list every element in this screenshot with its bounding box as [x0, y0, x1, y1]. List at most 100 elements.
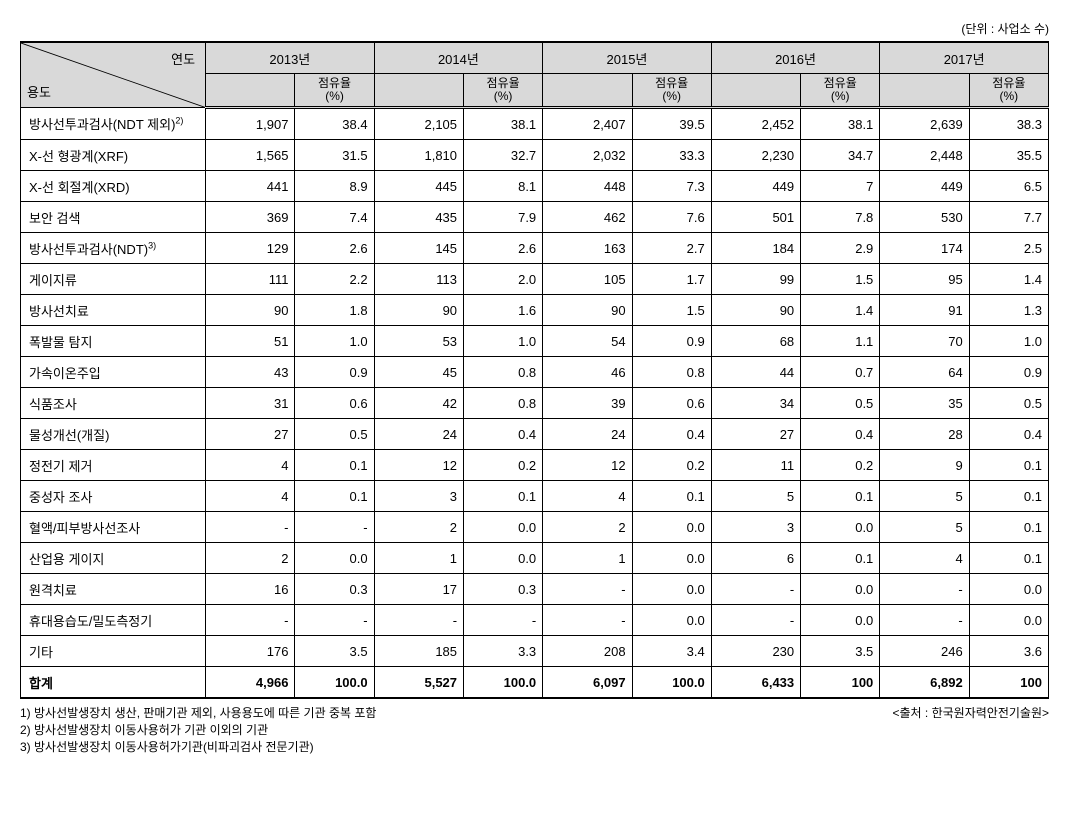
cell-percent: 0.6 — [632, 388, 711, 419]
cell-value: 34 — [711, 388, 800, 419]
cell-value: 369 — [206, 202, 295, 233]
row-label: 중성자 조사 — [21, 481, 206, 512]
cell-percent: 0.4 — [969, 419, 1048, 450]
cell-percent: 0.0 — [464, 512, 543, 543]
cell-percent: 0.7 — [801, 357, 880, 388]
cell-percent: 0.4 — [801, 419, 880, 450]
row-label: 물성개선(개질) — [21, 419, 206, 450]
cell-value: 2,448 — [880, 140, 969, 171]
row-label: X-선 형광계(XRF) — [21, 140, 206, 171]
cell-percent: 6.5 — [969, 171, 1048, 202]
cell-value: 70 — [880, 326, 969, 357]
cell-value: 5 — [880, 512, 969, 543]
cell-percent: 2.6 — [464, 233, 543, 264]
cell-value: 208 — [543, 636, 632, 667]
value-subheader — [880, 74, 969, 108]
cell-value: 2,105 — [374, 108, 463, 140]
cell-percent: 8.1 — [464, 171, 543, 202]
cell-value: 2,230 — [711, 140, 800, 171]
cell-value: 2 — [206, 543, 295, 574]
year-header-2013: 2013년 — [206, 42, 375, 74]
cell-percent: 0.0 — [464, 543, 543, 574]
cell-value: 1,565 — [206, 140, 295, 171]
cell-percent: 0.4 — [632, 419, 711, 450]
total-value: 5,527 — [374, 667, 463, 699]
table-row: 기타1763.51853.32083.42303.52463.6 — [21, 636, 1049, 667]
cell-value: 441 — [206, 171, 295, 202]
value-subheader — [206, 74, 295, 108]
total-percent: 100.0 — [464, 667, 543, 699]
cell-percent: 7.9 — [464, 202, 543, 233]
cell-percent: 38.4 — [295, 108, 374, 140]
cell-value: 246 — [880, 636, 969, 667]
cell-value: 2,407 — [543, 108, 632, 140]
total-value: 6,097 — [543, 667, 632, 699]
cell-value: 42 — [374, 388, 463, 419]
cell-value: 1,810 — [374, 140, 463, 171]
cell-percent: 8.9 — [295, 171, 374, 202]
cell-value: 163 — [543, 233, 632, 264]
cell-percent: 1.1 — [801, 326, 880, 357]
year-axis-label: 연도 — [171, 49, 195, 68]
row-label: 혈액/피부방사선조사 — [21, 512, 206, 543]
table-row: X-선 형광계(XRF)1,56531.51,81032.72,03233.32… — [21, 140, 1049, 171]
cell-value: 12 — [543, 450, 632, 481]
cell-percent: 0.0 — [632, 543, 711, 574]
data-table: 연도 용도 2013년 2014년 2015년 2016년 2017년 점유율 … — [20, 41, 1049, 699]
cell-percent: 0.8 — [464, 388, 543, 419]
cell-value: 501 — [711, 202, 800, 233]
cell-percent: 35.5 — [969, 140, 1048, 171]
cell-percent: - — [464, 605, 543, 636]
cell-percent: 0.0 — [295, 543, 374, 574]
cell-value: - — [543, 605, 632, 636]
cell-value: 45 — [374, 357, 463, 388]
total-percent: 100 — [801, 667, 880, 699]
unit-label: (단위 : 사업소 수) — [20, 20, 1049, 37]
cell-value: 174 — [880, 233, 969, 264]
cell-value: 54 — [543, 326, 632, 357]
cell-percent: 1.4 — [801, 295, 880, 326]
cell-value: 39 — [543, 388, 632, 419]
cell-percent: 2.7 — [632, 233, 711, 264]
cell-percent: - — [295, 512, 374, 543]
cell-percent: 1.5 — [632, 295, 711, 326]
cell-percent: 1.6 — [464, 295, 543, 326]
row-label: 휴대용습도/밀도측정기 — [21, 605, 206, 636]
cell-value: 24 — [543, 419, 632, 450]
table-row: 게이지류1112.21132.01051.7991.5951.4 — [21, 264, 1049, 295]
cell-value: 90 — [374, 295, 463, 326]
cell-value: 462 — [543, 202, 632, 233]
row-label: 방사선투과검사(NDT 제외)2) — [21, 108, 206, 140]
cell-percent: 2.2 — [295, 264, 374, 295]
value-subheader — [543, 74, 632, 108]
cell-percent: 0.6 — [295, 388, 374, 419]
cell-value: 1 — [374, 543, 463, 574]
cell-value: 90 — [543, 295, 632, 326]
cell-percent: 0.1 — [801, 543, 880, 574]
cell-percent: 38.1 — [801, 108, 880, 140]
cell-percent: 0.9 — [632, 326, 711, 357]
cell-value: 12 — [374, 450, 463, 481]
cell-value: 5 — [711, 481, 800, 512]
cell-percent: 0.1 — [969, 512, 1048, 543]
cell-value: 185 — [374, 636, 463, 667]
cell-percent: 1.7 — [632, 264, 711, 295]
cell-percent: 2.5 — [969, 233, 1048, 264]
cell-percent: 1.0 — [464, 326, 543, 357]
cell-percent: 0.8 — [632, 357, 711, 388]
cell-percent: 0.1 — [969, 543, 1048, 574]
cell-value: 449 — [880, 171, 969, 202]
cell-percent: 0.1 — [969, 481, 1048, 512]
cell-value: 2,452 — [711, 108, 800, 140]
cell-percent: 39.5 — [632, 108, 711, 140]
cell-value: 230 — [711, 636, 800, 667]
cell-value: 2,032 — [543, 140, 632, 171]
cell-percent: 7.7 — [969, 202, 1048, 233]
total-value: 6,433 — [711, 667, 800, 699]
cell-value: 5 — [880, 481, 969, 512]
cell-percent: 2.6 — [295, 233, 374, 264]
cell-value: 435 — [374, 202, 463, 233]
table-header: 연도 용도 2013년 2014년 2015년 2016년 2017년 점유율 … — [21, 42, 1049, 108]
diagonal-header: 연도 용도 — [21, 42, 206, 108]
cell-value: 90 — [206, 295, 295, 326]
